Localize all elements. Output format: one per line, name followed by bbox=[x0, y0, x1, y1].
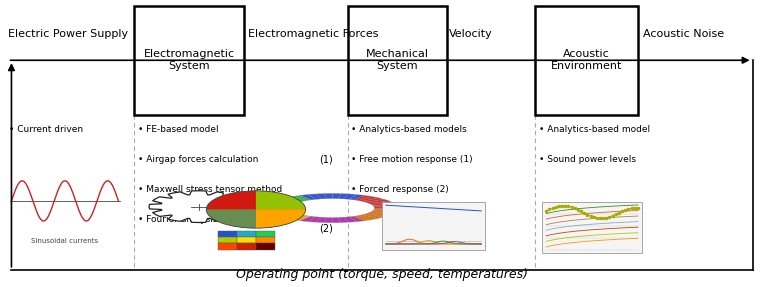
Text: • Current driven: • Current driven bbox=[9, 125, 83, 134]
Polygon shape bbox=[343, 194, 358, 199]
Text: Sinusoidal currents: Sinusoidal currents bbox=[31, 238, 99, 244]
Polygon shape bbox=[286, 215, 307, 220]
Bar bbox=[256, 237, 275, 243]
Polygon shape bbox=[373, 204, 397, 207]
Polygon shape bbox=[307, 194, 322, 199]
Polygon shape bbox=[358, 215, 378, 220]
Text: • Analytics-based models: • Analytics-based models bbox=[351, 125, 468, 134]
Text: • Airgap forces calculation: • Airgap forces calculation bbox=[138, 155, 258, 164]
Polygon shape bbox=[338, 217, 349, 223]
Polygon shape bbox=[369, 201, 393, 204]
Bar bbox=[382, 202, 485, 250]
Polygon shape bbox=[362, 198, 384, 202]
Text: Mechanical
System: Mechanical System bbox=[366, 49, 429, 71]
Text: Electric Power Supply: Electric Power Supply bbox=[8, 30, 128, 39]
Polygon shape bbox=[366, 213, 389, 217]
Text: Velocity: Velocity bbox=[448, 30, 492, 39]
Polygon shape bbox=[276, 199, 299, 203]
Text: • Sound power levels: • Sound power levels bbox=[539, 155, 636, 164]
Polygon shape bbox=[281, 198, 303, 202]
Text: (1): (1) bbox=[319, 155, 333, 165]
Polygon shape bbox=[371, 211, 395, 214]
Polygon shape bbox=[332, 218, 341, 223]
Polygon shape bbox=[299, 216, 316, 222]
Text: • Maxwell stress tensor method: • Maxwell stress tensor method bbox=[138, 185, 282, 194]
Polygon shape bbox=[369, 212, 393, 215]
Polygon shape bbox=[267, 208, 290, 210]
Text: • Fourier analysis: • Fourier analysis bbox=[138, 215, 217, 224]
Polygon shape bbox=[316, 193, 327, 199]
Polygon shape bbox=[316, 217, 327, 223]
Polygon shape bbox=[343, 217, 358, 222]
Polygon shape bbox=[276, 213, 299, 217]
Wedge shape bbox=[206, 191, 256, 210]
Text: • Free motion response (1): • Free motion response (1) bbox=[351, 155, 473, 164]
Polygon shape bbox=[362, 214, 384, 218]
Wedge shape bbox=[256, 191, 306, 210]
Polygon shape bbox=[373, 209, 397, 212]
Polygon shape bbox=[307, 217, 322, 222]
Text: Operating point (torque, speed, temperatures): Operating point (torque, speed, temperat… bbox=[236, 268, 528, 281]
Polygon shape bbox=[149, 191, 248, 222]
Text: Electromagnetic Forces: Electromagnetic Forces bbox=[248, 30, 379, 39]
Bar bbox=[535, 6, 638, 115]
Text: Acoustic
Environment: Acoustic Environment bbox=[551, 49, 622, 71]
Wedge shape bbox=[256, 210, 306, 228]
Wedge shape bbox=[206, 210, 256, 228]
Polygon shape bbox=[270, 202, 293, 205]
Polygon shape bbox=[374, 206, 397, 208]
Bar bbox=[237, 231, 256, 237]
Polygon shape bbox=[293, 216, 311, 221]
Bar bbox=[348, 6, 447, 115]
Polygon shape bbox=[272, 201, 296, 204]
Bar bbox=[256, 231, 275, 237]
Bar bbox=[218, 237, 237, 243]
Polygon shape bbox=[374, 208, 397, 210]
Bar bbox=[542, 202, 642, 253]
Text: • Forced response (2): • Forced response (2) bbox=[351, 185, 449, 194]
Text: (2): (2) bbox=[319, 224, 333, 234]
Polygon shape bbox=[353, 195, 372, 201]
Text: Acoustic Noise: Acoustic Noise bbox=[643, 30, 724, 39]
Circle shape bbox=[206, 191, 306, 228]
Polygon shape bbox=[358, 197, 378, 201]
Bar bbox=[218, 243, 237, 250]
Text: Electromagnetic
System: Electromagnetic System bbox=[144, 49, 235, 71]
Polygon shape bbox=[338, 193, 349, 199]
Polygon shape bbox=[366, 199, 389, 203]
Bar bbox=[134, 6, 244, 115]
Bar bbox=[256, 243, 275, 250]
Polygon shape bbox=[353, 216, 372, 221]
Polygon shape bbox=[371, 202, 395, 205]
Polygon shape bbox=[293, 195, 312, 201]
Polygon shape bbox=[299, 195, 316, 200]
Polygon shape bbox=[324, 193, 332, 199]
Polygon shape bbox=[286, 197, 307, 201]
Polygon shape bbox=[348, 216, 365, 222]
Bar bbox=[237, 243, 256, 250]
Text: • Analytics-based model: • Analytics-based model bbox=[539, 125, 649, 134]
Polygon shape bbox=[270, 211, 293, 214]
Polygon shape bbox=[268, 204, 292, 207]
Polygon shape bbox=[272, 212, 296, 215]
Polygon shape bbox=[268, 209, 292, 212]
Text: • FE-based model: • FE-based model bbox=[138, 125, 219, 134]
Polygon shape bbox=[267, 206, 290, 208]
Polygon shape bbox=[281, 214, 303, 218]
Bar bbox=[237, 237, 256, 243]
Bar bbox=[218, 231, 237, 237]
Polygon shape bbox=[348, 195, 365, 200]
Polygon shape bbox=[324, 218, 332, 223]
Polygon shape bbox=[332, 193, 341, 199]
